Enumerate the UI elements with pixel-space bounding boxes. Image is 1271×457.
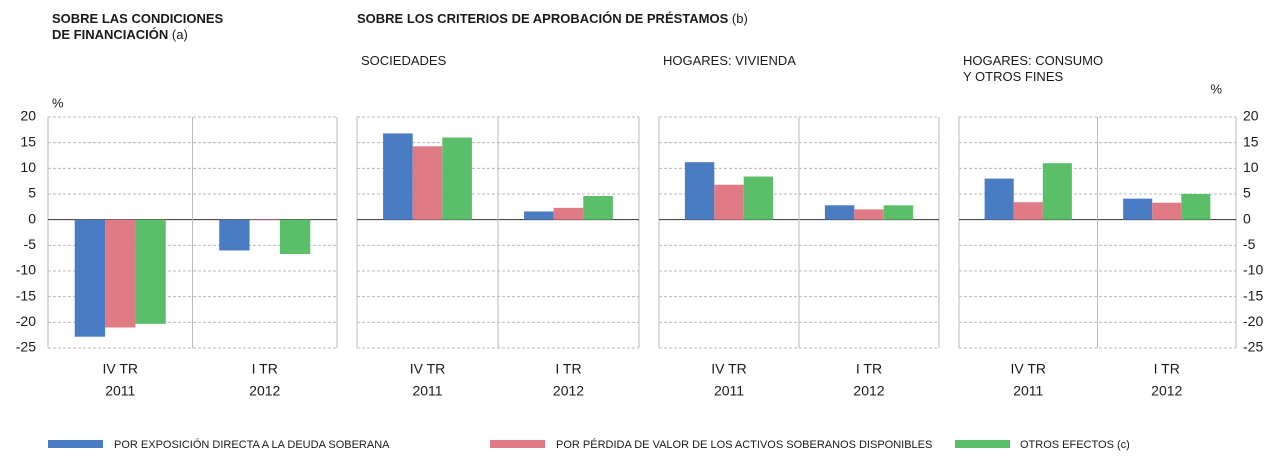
x-tick-label: 2011	[412, 383, 442, 399]
bar	[743, 176, 774, 220]
chart-title-line: Y OTROS FINES	[963, 69, 1063, 84]
y-tick-label: 5	[28, 185, 36, 201]
y-tick-label: 5	[1243, 185, 1251, 201]
x-tick-label: IV TR	[711, 361, 747, 377]
bar	[524, 211, 554, 220]
x-tick-label: I TR	[252, 361, 278, 377]
y-tick-label: 10	[1243, 159, 1259, 175]
bar	[74, 219, 106, 337]
x-tick-label: 2011	[714, 383, 744, 399]
bar	[442, 137, 472, 220]
bar	[714, 184, 744, 220]
y-tick-label: -5	[1243, 236, 1256, 252]
x-tick-label: I TR	[555, 361, 581, 377]
chart-title-line: HOGARES: CONSUMO	[963, 53, 1103, 68]
bar	[383, 133, 413, 220]
bar	[854, 209, 884, 220]
bar	[824, 205, 855, 220]
bar	[279, 219, 311, 255]
x-tick-label: 2012	[1151, 383, 1182, 399]
x-tick-label: 2012	[553, 383, 584, 399]
chart-title-line: HOGARES: VIVIENDA	[663, 53, 796, 68]
chart-title-line: SOCIEDADES	[361, 53, 447, 68]
y-tick-label: -25	[16, 339, 36, 355]
bar	[1013, 202, 1043, 220]
y-axis-label: %	[52, 95, 64, 110]
chart-title: HOGARES: VIVIENDA	[663, 53, 796, 68]
chart-title: SOBRE LAS CONDICIONES	[52, 11, 224, 26]
y-tick-label: -15	[16, 287, 36, 303]
bar	[684, 162, 715, 220]
y-tick-label: 20	[20, 108, 36, 124]
bar	[1123, 198, 1153, 220]
chart-title-note: (a)	[172, 27, 188, 42]
y-tick-label: 20	[1243, 108, 1259, 124]
bar	[553, 207, 584, 220]
x-tick-label: IV TR	[410, 361, 446, 377]
y-tick-label: -20	[1243, 313, 1263, 329]
chart-title: SOCIEDADES	[361, 53, 447, 68]
y-axis-label: %	[1210, 81, 1222, 96]
y-tick-label: -10	[1243, 262, 1263, 278]
y-tick-label: 10	[20, 159, 36, 175]
legend-label: POR PÉRDIDA DE VALOR DE LOS ACTIVOS SOBE…	[556, 438, 932, 451]
group-title-text: SOBRE LOS CRITERIOS DE APROBACIÓN DE PRÉ…	[357, 11, 729, 26]
x-tick-label: 2011	[105, 383, 135, 399]
bar	[1152, 202, 1182, 220]
group-title: SOBRE LOS CRITERIOS DE APROBACIÓN DE PRÉ…	[357, 11, 748, 26]
legend-label: OTROS EFECTOS (c)	[1020, 439, 1130, 451]
y-tick-label: -10	[16, 262, 36, 278]
y-tick-label: 15	[1243, 133, 1259, 149]
bar	[249, 219, 280, 220]
x-tick-label: IV TR	[102, 361, 138, 377]
x-tick-label: I TR	[856, 361, 882, 377]
bar	[412, 146, 443, 220]
x-tick-label: 2012	[853, 383, 884, 399]
y-tick-label: -20	[16, 313, 36, 329]
legend-swatch	[48, 440, 103, 448]
bar	[1181, 194, 1211, 220]
bar	[1042, 163, 1072, 220]
bar	[219, 219, 250, 251]
bar	[135, 219, 166, 324]
y-tick-label: -25	[1243, 339, 1263, 355]
bar	[105, 219, 136, 328]
legend-swatch	[490, 440, 545, 448]
x-tick-label: IV TR	[1010, 361, 1046, 377]
bar	[583, 196, 613, 220]
y-tick-label: -5	[24, 236, 37, 252]
y-tick-label: 0	[1243, 210, 1251, 226]
group-title-note: (b)	[732, 11, 748, 26]
x-tick-label: 2011	[1013, 383, 1043, 399]
legend-label: POR EXPOSICIÓN DIRECTA A LA DEUDA SOBERA…	[114, 438, 390, 451]
chart-title-line: SOBRE LAS CONDICIONES	[52, 11, 224, 26]
bar	[984, 178, 1014, 220]
bar	[883, 205, 914, 220]
y-tick-label: -15	[1243, 287, 1263, 303]
chart-title: Y OTROS FINES	[963, 69, 1063, 84]
y-tick-label: 0	[28, 210, 36, 226]
chart-title: HOGARES: CONSUMO	[963, 53, 1103, 68]
y-tick-label: 15	[20, 133, 36, 149]
x-tick-label: I TR	[1154, 361, 1180, 377]
chart-title: DE FINANCIACIÓN (a)	[52, 27, 188, 42]
x-tick-label: 2012	[249, 383, 280, 399]
legend-swatch	[955, 440, 1010, 448]
chart-title-line: DE FINANCIACIÓN	[52, 27, 168, 42]
